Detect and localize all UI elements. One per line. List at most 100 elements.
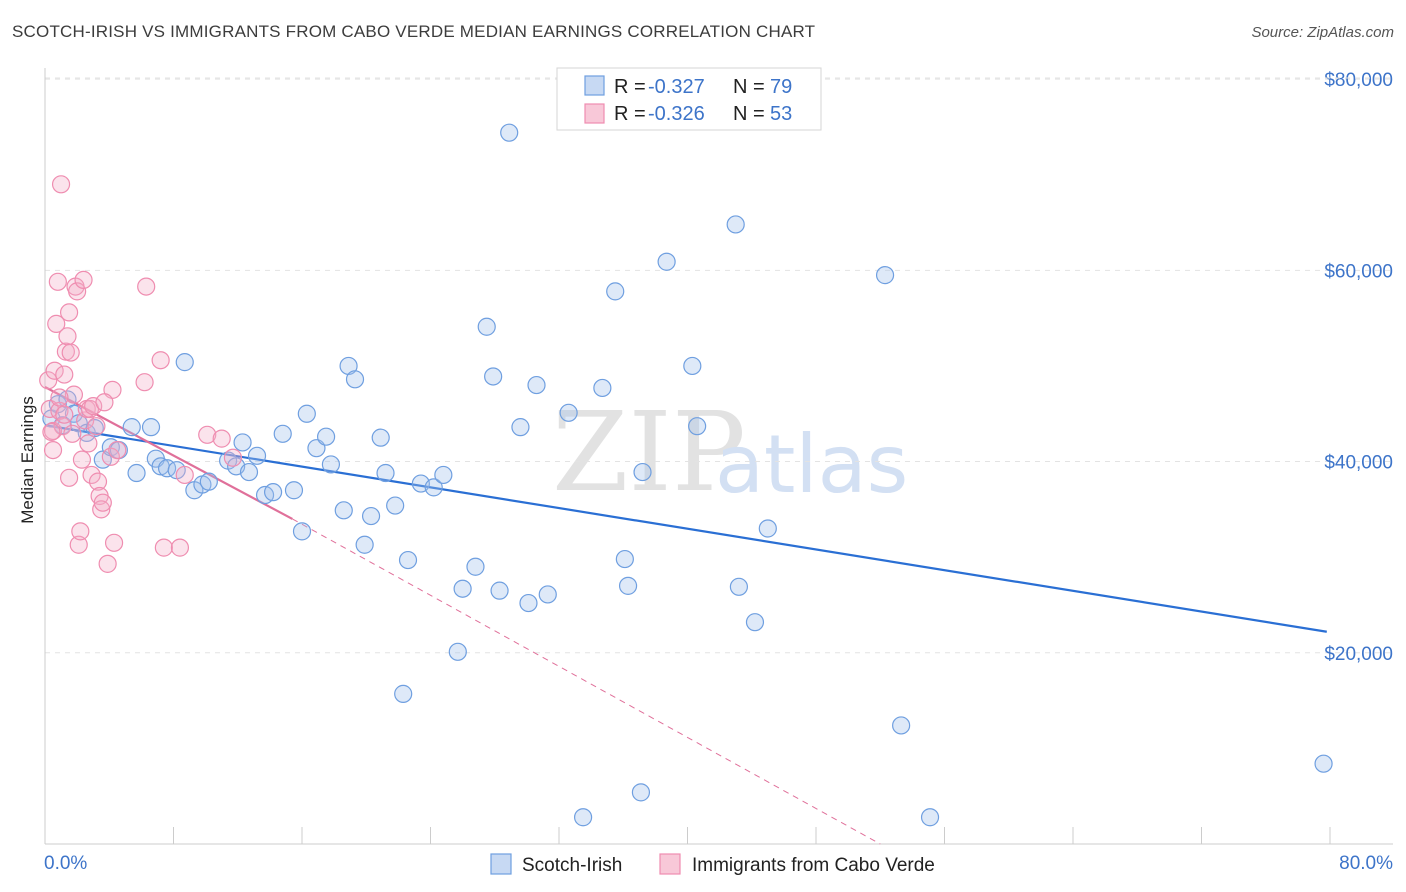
point-scotch-irish: [361, 506, 381, 526]
point-scotch-irish: [141, 418, 161, 437]
point-cabo-verde: [137, 277, 156, 296]
trend-extension-cabo-verde: [292, 518, 881, 845]
point-scotch-irish: [500, 123, 519, 142]
legend-r-label-1: R =: [614, 76, 646, 98]
legend-swatch-cabo-verde: [584, 103, 605, 124]
point-cabo-verde: [47, 314, 66, 333]
point-scotch-irish: [606, 282, 625, 301]
point-cabo-verde: [43, 440, 63, 460]
point-scotch-irish: [371, 428, 390, 447]
legend-r-label-2: R =: [614, 103, 646, 125]
point-cabo-verde: [43, 421, 63, 441]
y-tick-label: $40,000: [1324, 453, 1393, 474]
point-scotch-irish: [127, 463, 146, 483]
point-cabo-verde: [69, 535, 88, 554]
point-cabo-verde: [212, 429, 231, 448]
point-scotch-irish: [263, 483, 283, 502]
point-scotch-irish: [1314, 754, 1333, 773]
point-scotch-irish: [875, 266, 895, 285]
y-tick-label: $80,000: [1324, 70, 1393, 91]
point-scotch-irish: [334, 501, 353, 520]
point-scotch-irish: [573, 808, 593, 827]
point-scotch-irish: [284, 481, 304, 500]
point-scotch-irish: [484, 367, 503, 386]
gridlines: $20,000 $40,000 $60,000 $80,000: [45, 70, 1393, 665]
point-cabo-verde: [76, 411, 95, 430]
point-scotch-irish: [477, 317, 496, 336]
legend-r-value-1: -0.327: [648, 76, 705, 98]
point-cabo-verde: [95, 393, 114, 412]
point-cabo-verde: [87, 417, 106, 436]
point-scotch-irish: [593, 378, 612, 398]
series-legend: Scotch-Irish Immigrants from Cabo Verde: [490, 853, 935, 876]
y-axis-label: Median Earnings: [18, 396, 37, 524]
legend-n-value-2: 53: [770, 103, 792, 125]
point-scotch-irish: [920, 808, 940, 827]
point-cabo-verde: [170, 538, 190, 557]
point-cabo-verde: [151, 351, 170, 370]
y-tick-label: $20,000: [1324, 644, 1393, 665]
bottom-legend-swatch-cabo-verde: [659, 853, 681, 875]
point-scotch-irish: [175, 353, 194, 372]
x-tick-label-min: 0.0%: [44, 853, 87, 874]
point-scotch-irish: [424, 478, 443, 497]
point-cabo-verde: [55, 365, 74, 384]
bottom-legend-scotch-irish: Scotch-Irish: [522, 855, 622, 876]
point-cabo-verde: [74, 270, 93, 290]
point-scotch-irish: [316, 427, 336, 446]
point-scotch-irish: [398, 550, 418, 570]
point-scotch-irish: [683, 356, 702, 376]
point-cabo-verde: [61, 343, 80, 362]
bottom-legend-cabo-verde: Immigrants from Cabo Verde: [692, 855, 935, 876]
point-scotch-irish: [297, 404, 316, 423]
point-scotch-irish: [292, 522, 312, 541]
point-cabo-verde: [101, 447, 120, 466]
point-scotch-irish: [538, 585, 557, 604]
point-cabo-verde: [98, 554, 117, 573]
point-cabo-verde: [39, 371, 58, 390]
watermark-zip: ZIP: [552, 388, 746, 516]
point-scotch-irish: [527, 375, 546, 395]
point-scotch-irish: [657, 252, 676, 271]
point-scotch-irish: [631, 783, 651, 802]
point-cabo-verde: [50, 388, 69, 407]
y-tick-label: $60,000: [1324, 261, 1393, 282]
point-scotch-irish: [247, 446, 267, 465]
point-scotch-irish: [273, 424, 292, 443]
point-cabo-verde: [175, 465, 194, 485]
point-scotch-irish: [758, 519, 777, 538]
point-cabo-verde: [58, 327, 77, 346]
trend-line-scotch-irish: [44, 424, 1327, 633]
point-cabo-verde: [135, 373, 154, 392]
point-cabo-verde: [48, 272, 67, 291]
point-cabo-verde: [82, 465, 101, 485]
point-cabo-verde: [72, 450, 92, 469]
point-cabo-verde: [84, 397, 103, 416]
trend-line-cabo-verde: [44, 386, 293, 520]
point-cabo-verde: [45, 361, 64, 380]
trend-lines: [44, 386, 1327, 845]
point-cabo-verde: [104, 533, 124, 552]
point-scotch-irish: [345, 370, 365, 389]
legend-n-value-1: 79: [770, 76, 792, 98]
point-scotch-irish: [688, 417, 707, 436]
point-cabo-verde: [68, 282, 87, 301]
x-tick-label-max: 80.0%: [1339, 853, 1393, 874]
point-scotch-irish: [729, 577, 749, 596]
point-scotch-irish: [511, 418, 530, 437]
point-scotch-irish: [434, 465, 453, 485]
point-scotch-irish: [519, 593, 538, 613]
point-cabo-verde: [88, 472, 108, 491]
bottom-legend-swatch-scotch-irish: [490, 853, 512, 875]
point-scotch-irish: [448, 642, 467, 661]
point-scotch-irish: [453, 579, 472, 598]
point-scotch-irish: [122, 418, 141, 437]
point-cabo-verde: [55, 405, 74, 424]
point-scotch-irish: [394, 684, 413, 703]
point-scotch-irish: [490, 581, 509, 600]
point-scotch-irish: [726, 215, 745, 234]
point-scotch-irish: [466, 557, 485, 576]
legend-n-label-2: N =: [733, 103, 765, 125]
point-cabo-verde: [93, 493, 112, 512]
point-cabo-verde: [63, 424, 82, 443]
